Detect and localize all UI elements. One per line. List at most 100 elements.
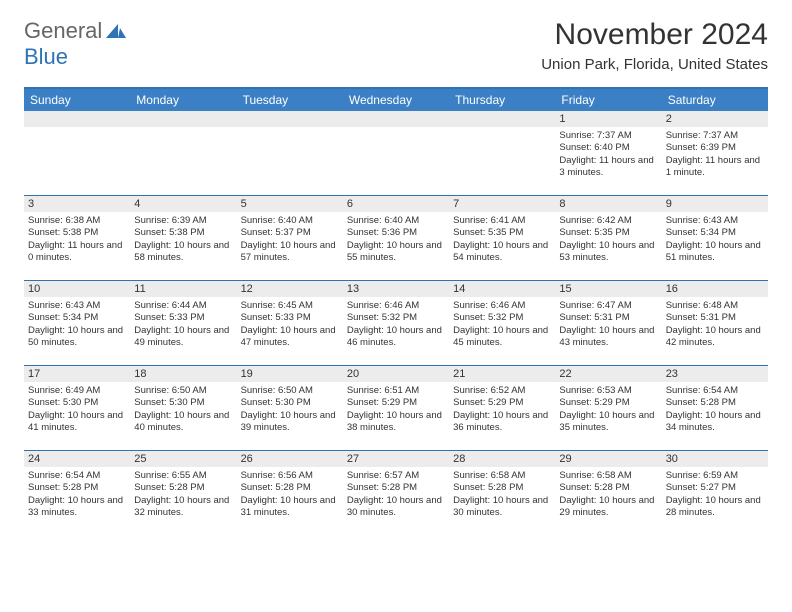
title-block: November 2024 Union Park, Florida, Unite… xyxy=(541,18,768,73)
day-number: 10 xyxy=(24,283,40,295)
day-number: 9 xyxy=(662,198,672,210)
day-detail: Sunrise: 6:41 AMSunset: 5:35 PMDaylight:… xyxy=(449,212,555,268)
sunset-text: Sunset: 5:35 PM xyxy=(453,227,551,239)
calendar-cell: 11Sunrise: 6:44 AMSunset: 5:33 PMDayligh… xyxy=(130,281,236,365)
day-number: 26 xyxy=(237,453,253,465)
calendar-cell: 8Sunrise: 6:42 AMSunset: 5:35 PMDaylight… xyxy=(555,196,661,280)
sunrise-text: Sunrise: 6:50 AM xyxy=(241,385,339,397)
sunset-text: Sunset: 5:32 PM xyxy=(453,312,551,324)
daylight-text: Daylight: 10 hours and 51 minutes. xyxy=(666,240,764,265)
sunrise-text: Sunrise: 6:40 AM xyxy=(241,215,339,227)
week-row: 1Sunrise: 7:37 AMSunset: 6:40 PMDaylight… xyxy=(24,111,768,195)
day-detail: Sunrise: 6:50 AMSunset: 5:30 PMDaylight:… xyxy=(130,382,236,438)
sunrise-text: Sunrise: 6:59 AM xyxy=(666,470,764,482)
daynum-row: 10 xyxy=(24,281,130,297)
week-row: 17Sunrise: 6:49 AMSunset: 5:30 PMDayligh… xyxy=(24,365,768,450)
daylight-text: Daylight: 10 hours and 41 minutes. xyxy=(28,410,126,435)
daynum-row: 29 xyxy=(555,451,661,467)
day-detail: Sunrise: 6:38 AMSunset: 5:38 PMDaylight:… xyxy=(24,212,130,268)
daynum-row xyxy=(449,111,555,127)
day-detail: Sunrise: 6:49 AMSunset: 5:30 PMDaylight:… xyxy=(24,382,130,438)
day-number: 2 xyxy=(662,113,672,125)
daylight-text: Daylight: 10 hours and 50 minutes. xyxy=(28,325,126,350)
daylight-text: Daylight: 10 hours and 55 minutes. xyxy=(347,240,445,265)
daylight-text: Daylight: 10 hours and 39 minutes. xyxy=(241,410,339,435)
daylight-text: Daylight: 10 hours and 34 minutes. xyxy=(666,410,764,435)
day-detail: Sunrise: 6:44 AMSunset: 5:33 PMDaylight:… xyxy=(130,297,236,353)
day-detail: Sunrise: 6:59 AMSunset: 5:27 PMDaylight:… xyxy=(662,467,768,523)
daynum-row xyxy=(343,111,449,127)
sunrise-text: Sunrise: 6:49 AM xyxy=(28,385,126,397)
day-detail: Sunrise: 6:58 AMSunset: 5:28 PMDaylight:… xyxy=(555,467,661,523)
daynum-row: 18 xyxy=(130,366,236,382)
calendar-cell xyxy=(449,111,555,195)
sunrise-text: Sunrise: 6:57 AM xyxy=(347,470,445,482)
day-detail: Sunrise: 6:39 AMSunset: 5:38 PMDaylight:… xyxy=(130,212,236,268)
sunset-text: Sunset: 5:32 PM xyxy=(347,312,445,324)
daylight-text: Daylight: 10 hours and 36 minutes. xyxy=(453,410,551,435)
week-row: 10Sunrise: 6:43 AMSunset: 5:34 PMDayligh… xyxy=(24,280,768,365)
calendar-cell: 18Sunrise: 6:50 AMSunset: 5:30 PMDayligh… xyxy=(130,366,236,450)
sunset-text: Sunset: 5:28 PM xyxy=(453,482,551,494)
day-number: 14 xyxy=(449,283,465,295)
day-number: 12 xyxy=(237,283,253,295)
calendar-cell: 24Sunrise: 6:54 AMSunset: 5:28 PMDayligh… xyxy=(24,451,130,535)
day-number: 23 xyxy=(662,368,678,380)
day-number: 16 xyxy=(662,283,678,295)
sunrise-text: Sunrise: 6:38 AM xyxy=(28,215,126,227)
daynum-row: 5 xyxy=(237,196,343,212)
day-number: 20 xyxy=(343,368,359,380)
daynum-row: 11 xyxy=(130,281,236,297)
daylight-text: Daylight: 10 hours and 35 minutes. xyxy=(559,410,657,435)
calendar-cell xyxy=(343,111,449,195)
day-detail: Sunrise: 7:37 AMSunset: 6:39 PMDaylight:… xyxy=(662,127,768,183)
sunrise-text: Sunrise: 6:39 AM xyxy=(134,215,232,227)
day-header-row: Sunday Monday Tuesday Wednesday Thursday… xyxy=(24,89,768,111)
calendar-cell: 1Sunrise: 7:37 AMSunset: 6:40 PMDaylight… xyxy=(555,111,661,195)
sunrise-text: Sunrise: 6:51 AM xyxy=(347,385,445,397)
daynum-row: 1 xyxy=(555,111,661,127)
calendar-cell: 29Sunrise: 6:58 AMSunset: 5:28 PMDayligh… xyxy=(555,451,661,535)
calendar-cell: 25Sunrise: 6:55 AMSunset: 5:28 PMDayligh… xyxy=(130,451,236,535)
calendar-cell: 26Sunrise: 6:56 AMSunset: 5:28 PMDayligh… xyxy=(237,451,343,535)
day-detail: Sunrise: 6:47 AMSunset: 5:31 PMDaylight:… xyxy=(555,297,661,353)
sunset-text: Sunset: 5:29 PM xyxy=(453,397,551,409)
day-number: 3 xyxy=(24,198,34,210)
day-number: 19 xyxy=(237,368,253,380)
sunset-text: Sunset: 6:39 PM xyxy=(666,142,764,154)
calendar-cell: 22Sunrise: 6:53 AMSunset: 5:29 PMDayligh… xyxy=(555,366,661,450)
daynum-row: 22 xyxy=(555,366,661,382)
calendar-cell: 10Sunrise: 6:43 AMSunset: 5:34 PMDayligh… xyxy=(24,281,130,365)
daylight-text: Daylight: 10 hours and 30 minutes. xyxy=(453,495,551,520)
sunrise-text: Sunrise: 6:43 AM xyxy=(28,300,126,312)
calendar-cell: 20Sunrise: 6:51 AMSunset: 5:29 PMDayligh… xyxy=(343,366,449,450)
sunset-text: Sunset: 5:27 PM xyxy=(666,482,764,494)
day-header-fri: Friday xyxy=(555,89,661,111)
day-number: 27 xyxy=(343,453,359,465)
daylight-text: Daylight: 11 hours and 0 minutes. xyxy=(28,240,126,265)
daylight-text: Daylight: 10 hours and 49 minutes. xyxy=(134,325,232,350)
daynum-row: 12 xyxy=(237,281,343,297)
day-header-sun: Sunday xyxy=(24,89,130,111)
sunrise-text: Sunrise: 6:43 AM xyxy=(666,215,764,227)
daynum-row: 27 xyxy=(343,451,449,467)
day-number: 28 xyxy=(449,453,465,465)
daylight-text: Daylight: 10 hours and 29 minutes. xyxy=(559,495,657,520)
daynum-row: 7 xyxy=(449,196,555,212)
sunset-text: Sunset: 5:30 PM xyxy=(241,397,339,409)
sunrise-text: Sunrise: 6:52 AM xyxy=(453,385,551,397)
sunset-text: Sunset: 5:30 PM xyxy=(134,397,232,409)
daynum-row xyxy=(24,111,130,127)
day-detail: Sunrise: 6:40 AMSunset: 5:36 PMDaylight:… xyxy=(343,212,449,268)
sunset-text: Sunset: 5:28 PM xyxy=(241,482,339,494)
sunset-text: Sunset: 5:31 PM xyxy=(666,312,764,324)
sunrise-text: Sunrise: 6:40 AM xyxy=(347,215,445,227)
sunset-text: Sunset: 5:28 PM xyxy=(666,397,764,409)
day-detail: Sunrise: 6:53 AMSunset: 5:29 PMDaylight:… xyxy=(555,382,661,438)
day-header-thu: Thursday xyxy=(449,89,555,111)
sunrise-text: Sunrise: 6:56 AM xyxy=(241,470,339,482)
location: Union Park, Florida, United States xyxy=(541,56,768,73)
daynum-row: 23 xyxy=(662,366,768,382)
day-detail: Sunrise: 6:48 AMSunset: 5:31 PMDaylight:… xyxy=(662,297,768,353)
daylight-text: Daylight: 10 hours and 38 minutes. xyxy=(347,410,445,435)
